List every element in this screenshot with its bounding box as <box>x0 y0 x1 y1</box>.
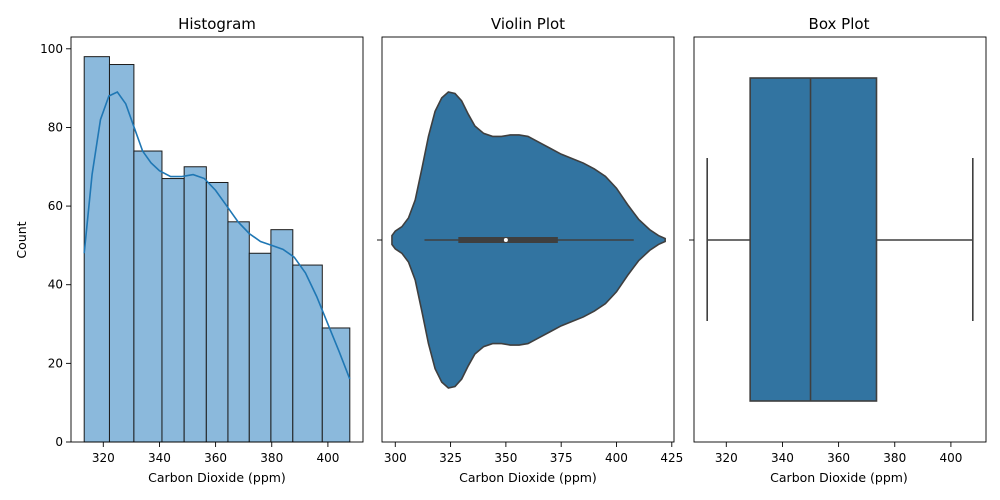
boxplot-frame <box>693 36 987 443</box>
histogram-bars <box>83 56 351 443</box>
histogram-x-tick-label: 380 <box>260 451 283 465</box>
boxplot-title: Box Plot <box>809 15 870 33</box>
violin-panel: Violin Plot 300 325 350 375 400 425 Carbon Di… <box>377 15 683 485</box>
boxplot-x-tick-label: 400 <box>939 451 962 465</box>
violin-x-tick-label: 300 <box>384 451 407 465</box>
boxplot-panel: Box Plot 320 340 360 380 400 Carbon Dioxide … <box>689 15 987 485</box>
histogram-y-tick-label: 80 <box>48 120 63 134</box>
violin-title: Violin Plot <box>491 15 565 33</box>
histogram-y-ticks: 0 20 40 60 80 100 <box>40 42 71 449</box>
histogram-bar <box>183 166 207 443</box>
histogram-bar <box>321 327 351 443</box>
histogram-bar <box>161 178 185 443</box>
histogram-x-tick-label: 400 <box>316 451 339 465</box>
histogram-y-tick-label: 60 <box>48 199 63 213</box>
boxplot-x-ticks: 320 340 360 380 400 <box>715 442 962 465</box>
histogram-frame <box>70 36 364 443</box>
violin-x-ticks: 300 325 350 375 400 425 <box>384 442 683 465</box>
boxplot-x-tick-label: 360 <box>827 451 850 465</box>
boxplot-x-axis-label: Carbon Dioxide (ppm) <box>770 470 908 485</box>
violin-x-tick-label: 425 <box>660 451 683 465</box>
histogram-x-tick-label: 360 <box>204 451 227 465</box>
histogram-y-tick-label: 40 <box>48 278 63 292</box>
violin-x-tick-label: 375 <box>550 451 573 465</box>
violin-frame <box>381 36 675 443</box>
histogram-y-tick-label: 100 <box>40 42 63 56</box>
histogram-bar <box>83 56 110 443</box>
boxplot-x-tick-label: 380 <box>883 451 906 465</box>
violin-iqr-box <box>458 237 558 243</box>
boxplot-x-tick-label: 320 <box>715 451 738 465</box>
histogram-bar <box>205 181 229 443</box>
violin-x-tick-label: 350 <box>494 451 517 465</box>
histogram-y-axis-label: Count <box>14 221 29 258</box>
violin-median-dot <box>503 238 508 242</box>
histogram-bar <box>292 264 323 443</box>
boxplot-x-tick-label: 340 <box>771 451 794 465</box>
histogram-x-ticks: 320 340 360 380 400 <box>92 442 339 465</box>
histogram-y-tick-label: 20 <box>48 356 63 370</box>
histogram-panel: Histogram 320 340 360 380 400 0 20 40 60 80 100 C… <box>14 15 364 485</box>
histogram-kde-line <box>83 91 351 380</box>
histogram-x-axis-label: Carbon Dioxide (ppm) <box>148 470 286 485</box>
histogram-x-tick-label: 340 <box>148 451 171 465</box>
violin-x-tick-label: 400 <box>605 451 628 465</box>
histogram-bar <box>227 221 250 443</box>
violin-x-axis-label: Carbon Dioxide (ppm) <box>459 470 597 485</box>
violin-x-tick-label: 325 <box>439 451 462 465</box>
histogram-x-tick-label: 320 <box>92 451 115 465</box>
histogram-y-tick-label: 0 <box>55 435 63 449</box>
boxplot-iqr-box <box>749 77 878 402</box>
histogram-title: Histogram <box>178 15 256 33</box>
histogram-bar <box>248 252 272 443</box>
histogram-bar <box>133 150 163 443</box>
histogram-bar <box>270 229 294 443</box>
histogram-bar <box>108 64 135 443</box>
